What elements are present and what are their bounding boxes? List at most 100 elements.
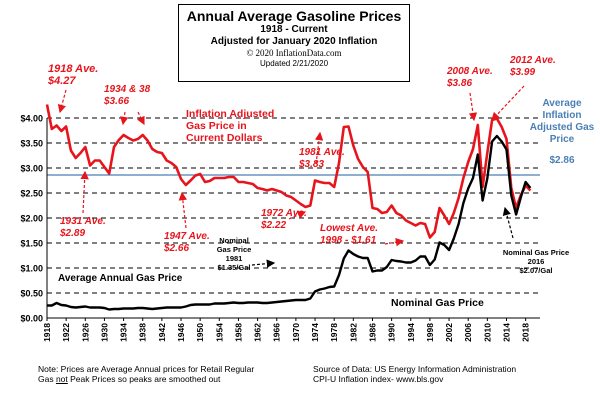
annotation-1981: 1981 Ave.$3.83 <box>298 147 345 170</box>
annotation-average-annual: Average Annual Gas Price <box>58 273 183 284</box>
annotation-inflation-adjusted-line: Current Dollars <box>186 132 263 144</box>
x-tick-label: 1946 <box>176 323 186 342</box>
annotation-nominal-2016-line: 2016 <box>528 257 545 266</box>
note-right-line1: Source of Data: US Energy Information Ad… <box>313 364 517 374</box>
annotation-average-inflation-line: Adjusted Gas <box>530 122 595 133</box>
note-left-line2-not: not <box>55 374 68 384</box>
annotation-lowest: Lowest Ave.1998 - $1.61 <box>320 223 378 246</box>
y-tick-label: $3.50 <box>20 139 43 149</box>
x-tick-label: 1958 <box>233 323 243 342</box>
x-tick-label: 1942 <box>157 323 167 342</box>
annotation-inflation-adjusted-line: Gas Price in <box>186 120 247 132</box>
annotation-arrow <box>80 170 89 214</box>
annotation-1981-line: $3.83 <box>298 159 324 170</box>
x-tick-label: 1954 <box>214 323 224 342</box>
updated-date: Updated 2/21/2020 <box>259 59 329 68</box>
y-tick-label: $0.50 <box>20 289 43 299</box>
annotation-2012-line: $3.99 <box>509 67 535 78</box>
annotation-nominal-1981-line: Nominal <box>219 236 249 245</box>
annotation-1972: 1972 Ave.$2.22 <box>260 208 307 231</box>
x-tick-label: 1962 <box>253 323 263 342</box>
annotation-nominal-1981-line: Gas Price <box>217 245 252 254</box>
arrow-layer <box>57 85 525 268</box>
annotation-nominal-label-line: Nominal Gas Price <box>391 297 484 309</box>
annotation-1947-line: $2.66 <box>163 243 189 254</box>
chart-subtitle-range: 1918 - Current <box>260 24 328 35</box>
chart-subtitle-adjusted: Adjusted for January 2020 Inflation <box>210 36 378 47</box>
annotation-1931: 1931 Ave.$2.89 <box>59 216 106 239</box>
annotation-1934: 1934 & 38$3.66 <box>103 84 151 107</box>
annotation-arrow <box>137 111 145 126</box>
annotation-2008: 2008 Ave.$3.86 <box>446 66 493 89</box>
annotation-1931-line: 1931 Ave. <box>60 216 106 227</box>
annotation-inflation-adjusted-line: Inflation Adjusted <box>186 108 274 120</box>
note-left: Note: Prices are Average Annual prices f… <box>38 364 254 384</box>
x-tick-label: 2010 <box>482 323 492 342</box>
annotation-1918-line: 1918 Ave. <box>48 63 98 75</box>
x-tick-label: 1966 <box>272 323 282 342</box>
annotation-average-value-line: $2.86 <box>549 155 574 166</box>
annotation-arrow <box>468 92 478 122</box>
annotation-average-inflation-line: Average <box>542 98 582 109</box>
y-tick-label: $2.00 <box>20 214 43 224</box>
annotation-1934-line: $3.66 <box>103 96 129 107</box>
x-tick-label: 2002 <box>444 323 454 342</box>
annotation-average-annual-line: Average Annual Gas Price <box>58 273 183 284</box>
x-tick-label: 1998 <box>425 323 435 342</box>
annotation-2008-line: $3.86 <box>446 78 472 89</box>
annotation-nominal-1981-line: 1981 <box>226 254 243 263</box>
annotation-average-value: $2.86 <box>549 155 574 166</box>
y-tick-label: $0.00 <box>20 314 43 324</box>
inflation-adjusted-line <box>45 104 532 239</box>
annotation-arrow <box>178 191 187 229</box>
x-tick-label: 1950 <box>195 323 205 342</box>
y-tick-label: $1.00 <box>20 264 43 274</box>
x-tick-label: 2018 <box>521 323 531 342</box>
annotation-2012-line: 2012 Ave. <box>509 55 556 66</box>
annotation-nominal-label: Nominal Gas Price <box>391 297 484 309</box>
x-tick-label: 1970 <box>291 323 301 342</box>
annotation-nominal-2016-line: $2.07/Gal <box>520 266 553 275</box>
annotation-arrow <box>314 131 324 165</box>
label-layer: 1918 Ave.$4.27 1934 & 38$3.66 Inflation Ad… <box>47 55 595 309</box>
annotation-arrow <box>491 85 525 121</box>
x-tick-label: 1934 <box>119 323 129 342</box>
annotation-1931-line: $2.89 <box>59 228 85 239</box>
note-right-line2: CPI-U Inflation index- www.bls.gov <box>313 374 444 384</box>
chart-title: Annual Average Gasoline Prices <box>186 8 402 24</box>
x-tick-label: 1978 <box>329 323 339 342</box>
annotation-arrow <box>120 111 129 126</box>
annotation-2012: 2012 Ave.$3.99 <box>509 55 556 78</box>
annotation-arrow <box>57 89 67 114</box>
series-layer <box>45 104 532 311</box>
x-tick-label: 1982 <box>348 323 358 342</box>
x-tick-label: 2006 <box>463 323 473 342</box>
annotation-lowest-line: 1998 - $1.61 <box>320 235 377 246</box>
x-tick-label: 1930 <box>99 323 109 342</box>
annotation-1918-line: $4.27 <box>47 75 76 87</box>
annotation-arrow <box>251 259 276 268</box>
note-right: Source of Data: US Energy Information Ad… <box>313 364 516 384</box>
x-tick-label: 1922 <box>61 323 71 342</box>
annotation-arrow <box>502 206 514 239</box>
y-tick-label: $1.50 <box>20 239 43 249</box>
y-tick-label: $2.50 <box>20 189 43 199</box>
x-tick-label: 1990 <box>387 323 397 342</box>
y-tick-label: $3.00 <box>20 164 43 174</box>
y-tick-label: $4.00 <box>20 114 43 124</box>
copyright: © 2020 InflationData.com <box>246 48 342 58</box>
x-tick-label: 1994 <box>406 323 416 342</box>
annotation-2008-line: 2008 Ave. <box>446 66 493 77</box>
annotation-lowest-line: Lowest Ave. <box>320 223 378 234</box>
annotation-nominal-1981-line: $1.35/Gal <box>218 263 251 272</box>
x-tick-label: 1918 <box>42 323 52 342</box>
annotation-1934-line: 1934 & 38 <box>104 84 151 95</box>
x-tick-label: 2014 <box>501 323 511 342</box>
annotation-1947: 1947 Ave.$2.66 <box>163 231 210 254</box>
